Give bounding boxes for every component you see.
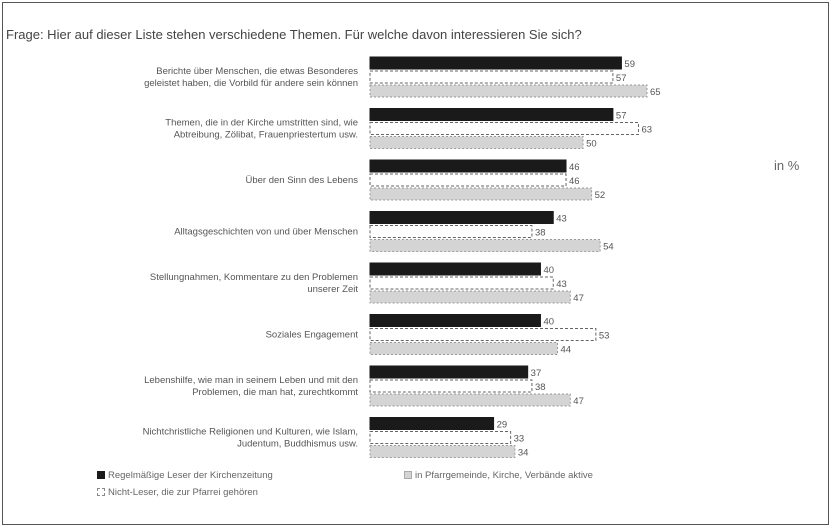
- category-label: Themen, die in der Kirche umstritten sin…: [165, 118, 358, 129]
- bar-series-3: [369, 136, 584, 149]
- bar-series-3: [369, 342, 559, 355]
- data-label-series-3: 52: [595, 190, 606, 201]
- category-label: Judentum, Buddhismus usw.: [237, 439, 358, 450]
- data-label-series-1: 29: [497, 420, 508, 431]
- data-label-series-2: 33: [514, 434, 525, 445]
- legend-swatch-series-3: [404, 471, 412, 479]
- data-label-series-1: 40: [543, 317, 554, 328]
- data-label-series-3: 34: [518, 448, 529, 459]
- category-label: Stellungnahmen, Kommentare zu den Proble…: [150, 272, 358, 283]
- data-label-series-1: 57: [616, 111, 627, 122]
- data-label-series-3: 47: [573, 396, 584, 407]
- data-label-series-2: 53: [599, 331, 610, 342]
- legend-swatch-series-2: [97, 488, 105, 496]
- legend-label-series-2: Nicht-Leser, die zur Pfarrei gehören: [108, 487, 258, 498]
- legend-item-series-2: Nicht-Leser, die zur Pfarrei gehören: [97, 487, 258, 498]
- data-label-series-3: 50: [586, 139, 597, 150]
- category-label: Über den Sinn des Lebens: [246, 175, 359, 186]
- data-label-series-3: 47: [573, 293, 584, 304]
- bar-series-3: [369, 187, 593, 201]
- chart-question: Frage: Hier auf dieser Liste stehen vers…: [6, 27, 582, 42]
- data-label-series-2: 57: [616, 73, 627, 84]
- bar-series-3: [369, 84, 648, 98]
- legend-label-series-1: Regelmäßige Leser der Kirchenzeitung: [108, 470, 273, 481]
- data-label-series-1: 40: [543, 265, 554, 276]
- data-label-series-1: 43: [556, 214, 567, 225]
- data-label-series-3: 54: [603, 242, 614, 253]
- bar-series-3: [369, 239, 601, 252]
- data-label-series-2: 38: [535, 228, 546, 239]
- data-label-series-2: 43: [556, 279, 567, 290]
- bar-series-3: [369, 393, 571, 407]
- category-label: Problemen, die man hat, zurechtkommt: [192, 387, 358, 398]
- bar-series-2: [369, 225, 533, 238]
- bar-series-1: [369, 365, 529, 379]
- category-label: Lebenshilfe, wie man in seinem Leben und…: [144, 375, 358, 386]
- legend-label-series-3: in Pfarrgemeinde, Kirche, Verbände aktiv…: [415, 470, 593, 481]
- data-label-series-3: 44: [561, 345, 572, 356]
- unit-label: in %: [774, 158, 800, 173]
- bar-series-1: [369, 159, 567, 173]
- legend-item-series-3: in Pfarrgemeinde, Kirche, Verbände aktiv…: [404, 470, 593, 481]
- category-label: geleistet haben, die Vorbild für andere …: [144, 78, 358, 89]
- bar-series-2: [369, 276, 554, 290]
- data-label-series-2: 38: [535, 382, 546, 393]
- data-label-series-3: 65: [650, 87, 661, 98]
- legend-item-series-1: Regelmäßige Leser der Kirchenzeitung: [97, 470, 273, 481]
- bar-series-2: [369, 122, 639, 135]
- bar-series-3: [369, 445, 516, 458]
- bar-series-2: [369, 379, 533, 393]
- category-label: Soziales Engagement: [266, 330, 359, 341]
- data-label-series-2: 46: [569, 176, 580, 187]
- data-label-series-2: 63: [641, 125, 652, 136]
- bar-series-2: [369, 431, 512, 444]
- bar-series-2: [369, 70, 614, 84]
- bar-series-1: [369, 56, 622, 70]
- category-label: Alltagsgeschichten von und über Menschen: [174, 227, 358, 238]
- chart-frame: [2, 2, 829, 525]
- legend-swatch-series-1: [97, 471, 105, 479]
- data-label-series-1: 59: [624, 59, 635, 70]
- bar-series-3: [369, 290, 571, 304]
- bar-series-2: [369, 173, 567, 187]
- bar-series-1: [369, 108, 614, 121]
- bar-series-1: [369, 211, 554, 224]
- bar-series-1: [369, 314, 541, 327]
- category-label: Abtreibung, Zölibat, Frauenpriestertum u…: [174, 130, 358, 141]
- bar-series-1: [369, 262, 541, 276]
- bar-series-1: [369, 417, 495, 430]
- data-label-series-1: 37: [531, 368, 542, 379]
- category-label: Berichte über Menschen, die etwas Besond…: [156, 66, 358, 77]
- bar-series-2: [369, 328, 597, 341]
- category-label: Nichtchristliche Religionen und Kulturen…: [143, 427, 358, 438]
- data-label-series-1: 46: [569, 162, 580, 173]
- category-label: unserer Zeit: [307, 284, 358, 295]
